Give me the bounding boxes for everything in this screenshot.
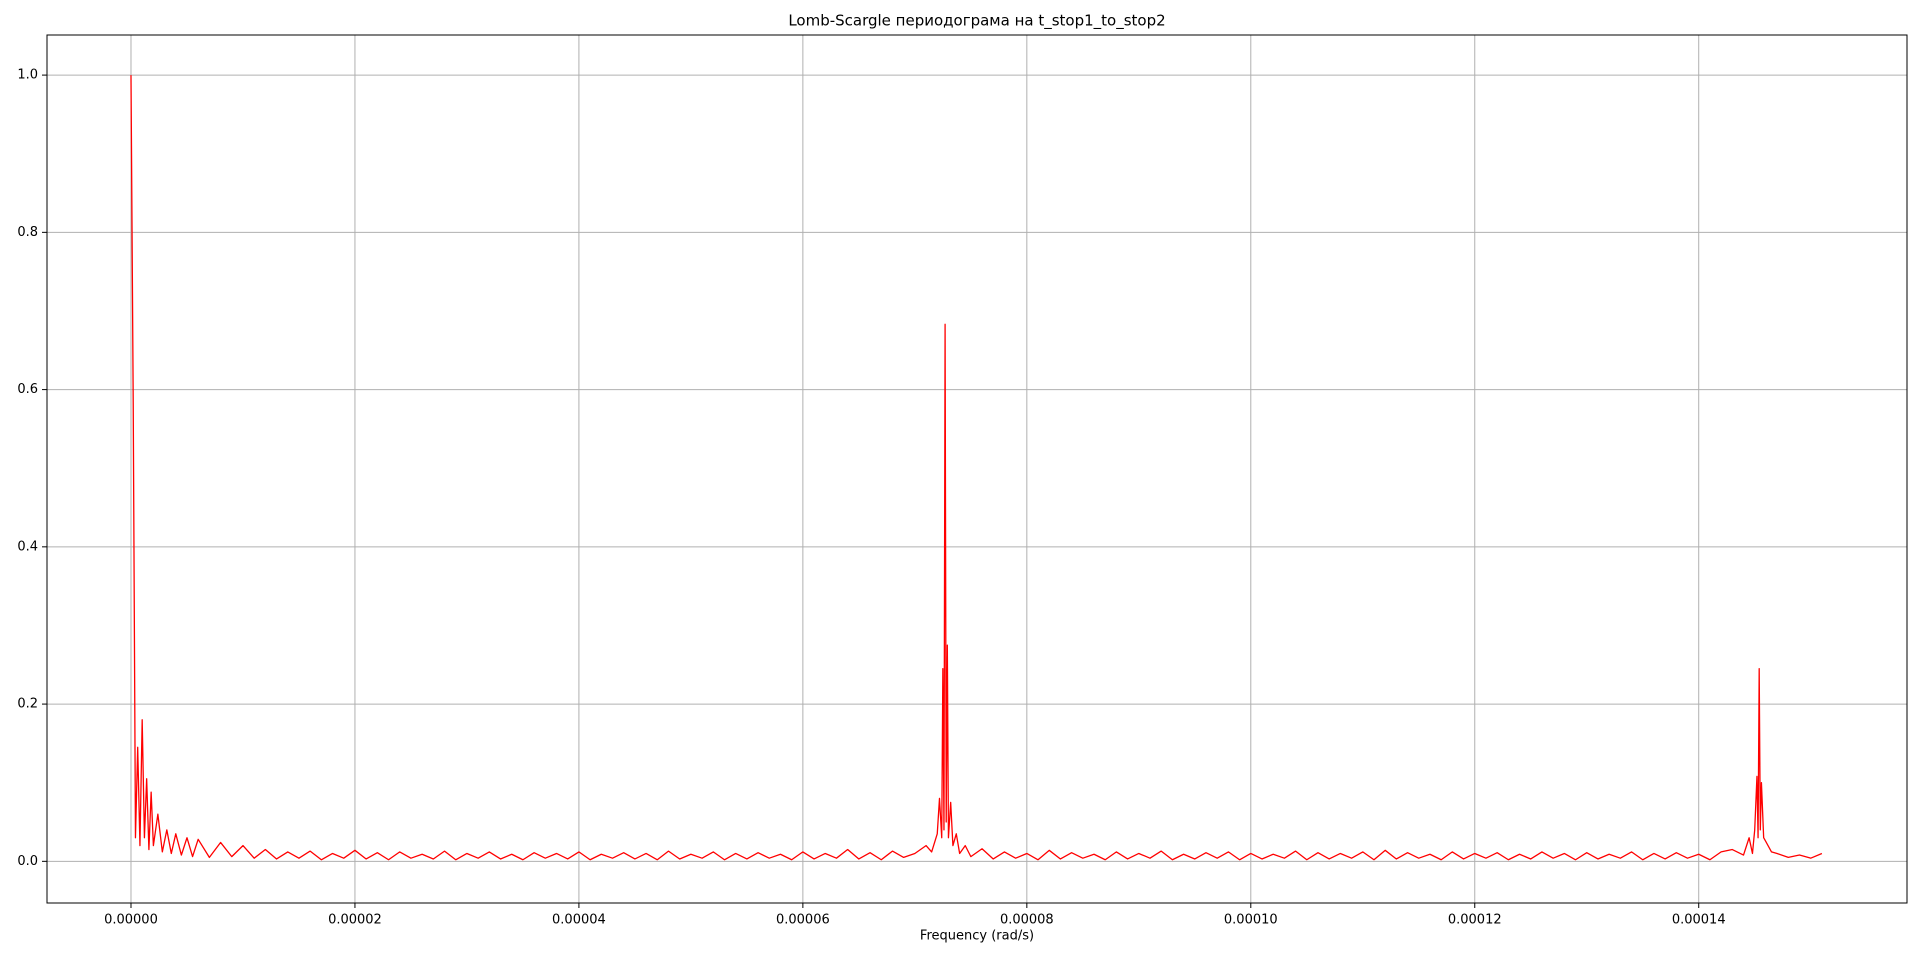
x-tick-label: 0.00008 [1000, 913, 1054, 928]
x-tick-label: 0.00010 [1224, 913, 1278, 928]
x-tick-label: 0.00000 [104, 913, 158, 928]
y-tick-label: 0.2 [17, 697, 38, 712]
y-tick-label: 1.0 [17, 68, 38, 83]
chart-title: Lomb-Scargle периодограма на t_stop1_to_… [788, 12, 1165, 31]
x-tick-label: 0.00006 [776, 913, 830, 928]
y-tick-label: 0.0 [17, 854, 38, 869]
y-tick-label: 0.6 [17, 382, 38, 397]
x-tick-label: 0.00002 [328, 913, 382, 928]
x-tick-label: 0.00014 [1672, 913, 1726, 928]
x-axis-label: Frequency (rad/s) [920, 929, 1034, 944]
x-tick-label: 0.00012 [1448, 913, 1502, 928]
y-tick-label: 0.8 [17, 225, 38, 240]
x-tick-label: 0.00004 [552, 913, 606, 928]
plot-frame [46, 34, 1908, 904]
y-tick-label: 0.4 [17, 539, 38, 554]
data-line [130, 75, 1823, 861]
